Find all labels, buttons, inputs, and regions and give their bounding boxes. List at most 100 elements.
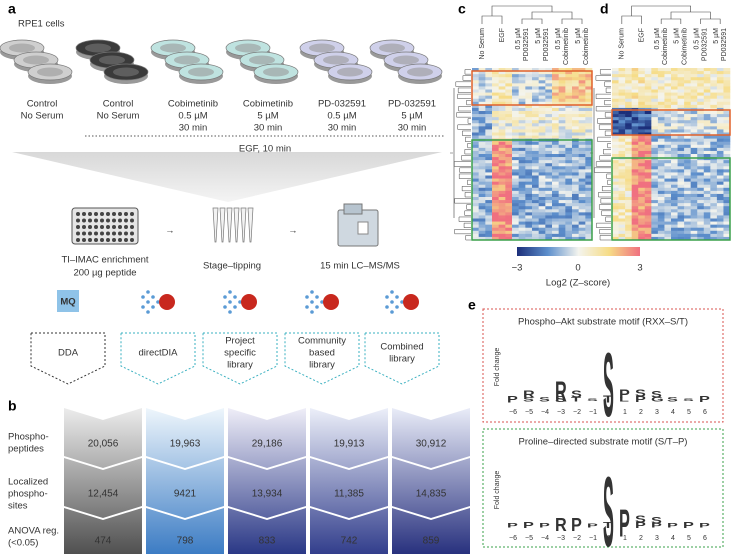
heatmap-cell xyxy=(585,104,593,109)
heatmap-cell xyxy=(492,190,499,195)
heatmap-cell xyxy=(532,154,539,158)
row-label: peptides xyxy=(8,444,44,455)
heatmap-cell xyxy=(578,230,586,235)
heatmap-cell xyxy=(677,172,685,176)
dish-cells xyxy=(337,67,363,77)
heatmap-cell xyxy=(618,206,626,210)
heatmap-cell xyxy=(684,104,691,109)
heatmap-cell xyxy=(512,107,519,112)
heatmap-cell xyxy=(552,233,559,238)
heatmap-cell xyxy=(677,68,685,72)
heatmap-cell xyxy=(612,68,619,72)
heatmap-cell xyxy=(716,193,724,198)
software-hex xyxy=(241,294,257,310)
heatmap-cell xyxy=(671,104,678,109)
logo-letter: P xyxy=(699,522,710,529)
heatmap-cell xyxy=(572,101,579,106)
heatmap-cell xyxy=(684,77,691,81)
dendrogram xyxy=(599,229,611,235)
chevron xyxy=(64,458,142,518)
heatmap-cell xyxy=(703,141,711,146)
heatmap-cell xyxy=(538,163,546,167)
heatmap-cell xyxy=(671,126,678,130)
heatmap-cell xyxy=(703,169,711,173)
heatmap-cell xyxy=(684,83,691,87)
heatmap-cell xyxy=(525,157,533,161)
heatmap-cell xyxy=(505,215,513,219)
heatmap-cell xyxy=(703,215,711,219)
heatmap-cell xyxy=(703,200,711,204)
heatmap-cell xyxy=(525,80,533,84)
heatmap-cell xyxy=(572,163,579,167)
heatmap-cell xyxy=(716,80,724,84)
heatmap-cell xyxy=(478,126,486,130)
heatmap-cell xyxy=(585,71,593,75)
heatmap-cell xyxy=(657,138,665,143)
heatmap-cell xyxy=(703,117,711,121)
panel-label: e xyxy=(468,297,476,313)
heatmap-cell xyxy=(690,150,698,155)
heatmap-cell xyxy=(671,230,678,235)
heatmap-cell xyxy=(690,215,698,219)
heatmap-cell xyxy=(552,154,559,158)
heatmap-cell xyxy=(472,206,479,210)
heatmap-cell xyxy=(612,150,619,155)
heatmap-cell xyxy=(512,190,519,195)
heatmap-cell xyxy=(690,104,698,109)
heatmap-cell xyxy=(585,157,593,161)
heatmap-cell xyxy=(525,212,533,216)
heatmap-cell xyxy=(485,203,493,207)
heatmap-cell xyxy=(558,215,566,219)
heatmap-cell xyxy=(492,126,499,130)
heatmap-cell xyxy=(572,172,579,176)
heatmap-cell xyxy=(697,111,705,115)
heatmap-cell xyxy=(631,71,639,75)
heatmap-cell xyxy=(618,166,626,170)
heatmap-cell xyxy=(545,95,553,100)
logo-letter: P xyxy=(571,514,582,535)
software-hex xyxy=(403,294,419,310)
column-label: No Serum xyxy=(479,28,486,60)
heatmap-cell xyxy=(644,95,652,100)
heatmap-cell xyxy=(638,221,646,225)
heatmap-cell xyxy=(664,104,672,109)
plate-well xyxy=(130,225,134,229)
heatmap-cell xyxy=(664,141,672,146)
heatmap-cell xyxy=(585,160,593,164)
heatmap-cell xyxy=(518,98,526,103)
heatmap-cell xyxy=(565,172,573,176)
heatmap-cell xyxy=(703,175,711,179)
heatmap-cell xyxy=(716,175,724,179)
heatmap-cell xyxy=(618,203,626,207)
heatmap-cell xyxy=(638,184,646,189)
heatmap-cell xyxy=(545,175,553,179)
logo-letter: P xyxy=(619,502,630,545)
heatmap-cell xyxy=(545,200,553,204)
heatmap-cell xyxy=(671,233,678,238)
logo-letter: P xyxy=(683,521,694,530)
arrow: → xyxy=(165,226,175,237)
heatmap-cell xyxy=(498,224,506,229)
heatmap-cell xyxy=(625,200,632,204)
x-tick-label: 0 xyxy=(607,535,611,542)
heatmap-cell xyxy=(585,126,593,130)
heatmap-cell xyxy=(498,169,506,173)
heatmap-cell xyxy=(664,218,672,222)
heatmap-cell xyxy=(498,236,506,241)
heatmap-cell xyxy=(644,193,652,198)
logo-letter: S xyxy=(603,334,614,436)
heatmap-cell xyxy=(723,160,731,164)
dendrogram xyxy=(595,161,611,167)
heatmap-cell xyxy=(472,175,479,179)
heatmap-cell xyxy=(565,157,573,161)
heatmap-cell xyxy=(552,86,559,90)
heatmap-cell xyxy=(644,181,652,186)
step-label: 15 min LC–MS/MS xyxy=(320,261,400,272)
plate-well xyxy=(82,238,86,242)
heatmap-cell xyxy=(723,144,731,149)
heatmap-cell xyxy=(565,71,573,75)
heatmap-cell xyxy=(651,141,659,146)
software-dot xyxy=(233,295,237,299)
tip-icon xyxy=(233,207,240,243)
heatmap-cell xyxy=(671,92,678,96)
